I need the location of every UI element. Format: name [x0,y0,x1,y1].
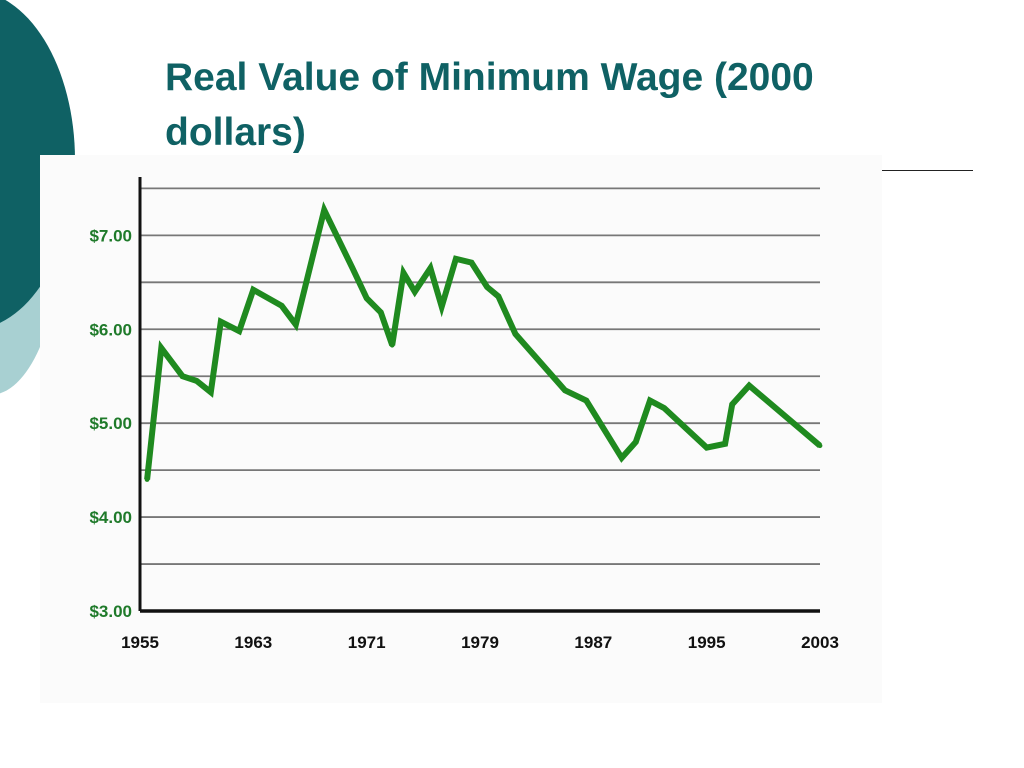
data-point [722,441,728,447]
title-rule [878,170,973,171]
data-point [350,265,355,271]
data-point [378,309,384,315]
x-tick-label: 1963 [234,633,272,652]
data-point [583,398,589,404]
data-point [513,331,518,337]
data-point [619,455,625,461]
data-point [633,439,639,445]
data-point [412,289,418,295]
data-point [647,398,653,404]
y-tick-label: $3.00 [89,602,132,621]
data-point [439,304,445,310]
data-point [208,389,214,395]
data-point [364,295,370,301]
y-tick-label: $7.00 [89,226,132,245]
slide-title: Real Value of Minimum Wage (2000 dollars… [165,56,814,154]
line-chart: $7.00$6.00$5.00$4.00$3.00 1955 1963 1971 19… [89,177,839,652]
data-point [158,345,164,351]
x-tick-label: 2003 [801,633,839,652]
data-point [817,443,823,449]
data-point [401,270,406,276]
data-point [321,207,327,213]
data-point [729,401,735,407]
data-point [293,322,299,327]
data-point [704,445,710,450]
series-layer [144,201,823,482]
data-point [236,328,242,334]
grid-lines [140,187,820,565]
data-point [746,383,752,389]
data-point [180,373,185,379]
chart-panel: $7.00 $6.00 $5.00 $4.00 $3.00 1955 1963 1971 19… [40,155,882,703]
data-point [469,260,474,265]
data-point [453,256,459,262]
x-tick-label: 1955 [121,633,159,652]
data-point [279,303,285,309]
series-line [144,201,822,480]
x-tick-label: 1979 [461,633,499,652]
x-tick-label: 1971 [348,633,386,652]
data-point [218,319,224,325]
data-point [661,405,667,411]
data-point [562,387,568,393]
data-point [389,342,395,348]
x-tick-labels: 1955 1963 1971 1979 1987 1995 2003 [121,633,839,652]
data-point [496,293,501,299]
data-point [428,265,433,271]
y-tick-label: $5.00 [89,414,132,433]
y-tick-labels: $7.00 $6.00 $5.00 $4.00 $3.00 [89,226,132,621]
y-tick-label: $6.00 [89,320,132,339]
x-tick-label: 1995 [688,633,726,652]
axes [138,177,820,613]
data-point [250,287,256,293]
data-point [194,378,200,384]
data-point [144,477,150,482]
x-tick-label: 1987 [574,633,612,652]
y-tick-label: $4.00 [89,508,132,527]
data-point [484,284,490,290]
